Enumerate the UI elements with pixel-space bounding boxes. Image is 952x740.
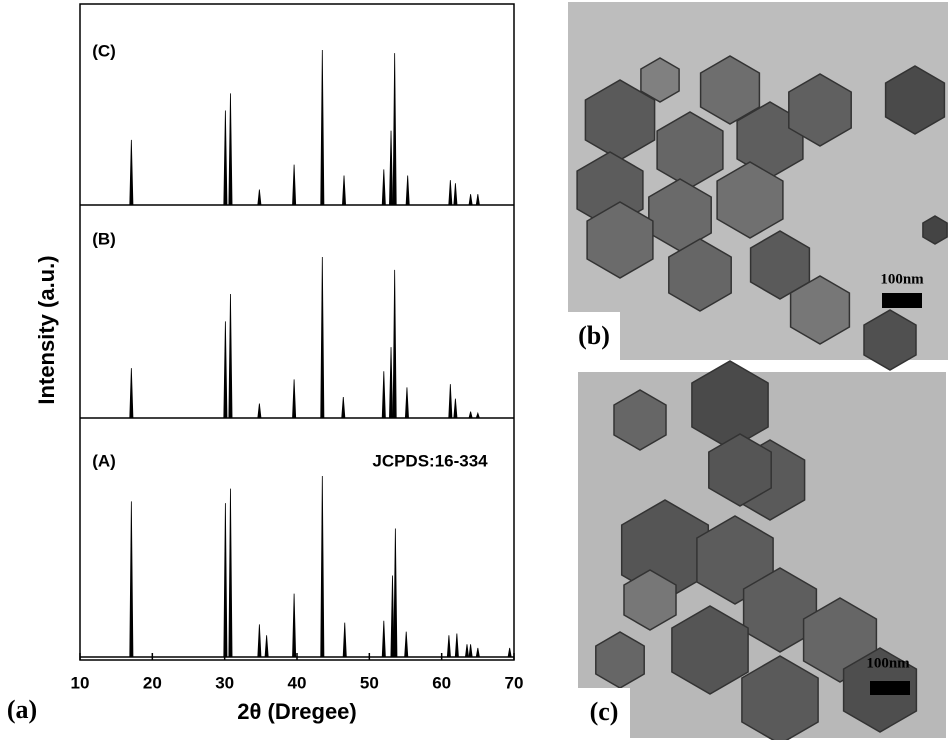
peak: [228, 93, 233, 206]
particle: [623, 569, 677, 631]
label-box: [568, 312, 620, 360]
peak: [320, 49, 325, 206]
peak: [448, 180, 453, 206]
particle: [749, 230, 811, 300]
series-label: (C): [92, 41, 116, 60]
particle: [922, 215, 948, 245]
peak: [404, 387, 409, 419]
x-tick-label: 60: [432, 673, 451, 692]
scale-bar-label: 100nm: [880, 271, 924, 287]
particle: [884, 65, 946, 135]
peak: [129, 139, 134, 206]
annotation: JCPDS:16-334: [372, 451, 488, 470]
peak: [257, 403, 262, 419]
peak: [392, 53, 397, 206]
peak: [404, 631, 409, 658]
particle: [613, 389, 667, 451]
peak: [468, 194, 473, 206]
peak: [475, 194, 480, 206]
series-label: (A): [92, 451, 116, 470]
scale-bar: [870, 681, 910, 695]
particle: [671, 605, 749, 695]
x-tick-label: 40: [288, 673, 307, 692]
peak: [228, 294, 233, 419]
peak: [464, 644, 470, 658]
particle: [696, 515, 774, 605]
label-box: [578, 688, 630, 738]
x-axis-label: 2θ (Dregee): [237, 699, 357, 724]
peak: [381, 371, 386, 419]
particle: [640, 57, 680, 103]
peak: [389, 130, 394, 206]
peak: [257, 189, 262, 206]
x-tick-label: 70: [505, 673, 524, 692]
peak: [405, 175, 410, 206]
series-label: (B): [92, 229, 116, 248]
x-tick-label: 30: [215, 673, 234, 692]
peak: [475, 647, 480, 658]
panel-label: (a): [7, 695, 37, 724]
particle: [742, 567, 818, 653]
scale-bar-label: 100nm: [866, 655, 910, 671]
peak: [468, 411, 473, 419]
peak: [454, 633, 459, 658]
particle: [716, 161, 784, 239]
x-tick-label: 20: [143, 673, 162, 692]
peak: [341, 175, 347, 206]
peak: [389, 347, 394, 419]
peak: [292, 164, 297, 206]
peak: [448, 384, 453, 419]
peak: [292, 379, 297, 419]
panel-label: (b): [578, 321, 610, 350]
particle: [863, 309, 917, 371]
peak: [453, 398, 458, 419]
particle: [668, 238, 732, 312]
peak: [264, 635, 269, 658]
plot-frame: [79, 3, 515, 661]
y-axis-label: Intensity (a.u.): [34, 255, 59, 404]
peak: [393, 528, 398, 658]
peak: [223, 321, 228, 419]
peak: [129, 368, 134, 419]
peak: [320, 256, 325, 419]
peak: [468, 644, 473, 658]
peak: [446, 635, 451, 658]
peak: [342, 622, 347, 658]
particle: [789, 275, 851, 345]
scale-bar: [882, 293, 922, 308]
particle: [699, 55, 761, 125]
peak: [292, 593, 297, 658]
peak: [320, 475, 325, 658]
particle: [586, 201, 654, 279]
peak: [341, 397, 346, 419]
peak: [257, 624, 262, 658]
peak: [507, 647, 512, 658]
peak: [381, 620, 386, 658]
peak: [453, 183, 458, 206]
particle: [788, 73, 852, 147]
peak: [475, 411, 480, 419]
particle: [708, 433, 772, 507]
peak: [392, 269, 397, 419]
panel-label: (c): [590, 697, 619, 726]
peak: [228, 488, 233, 658]
x-tick-label: 50: [360, 673, 379, 692]
peak: [223, 110, 228, 206]
peak: [129, 501, 134, 658]
peak: [223, 503, 228, 658]
particle: [741, 655, 819, 740]
peak: [381, 169, 386, 206]
peak: [390, 575, 395, 658]
x-tick-label: 10: [71, 673, 90, 692]
